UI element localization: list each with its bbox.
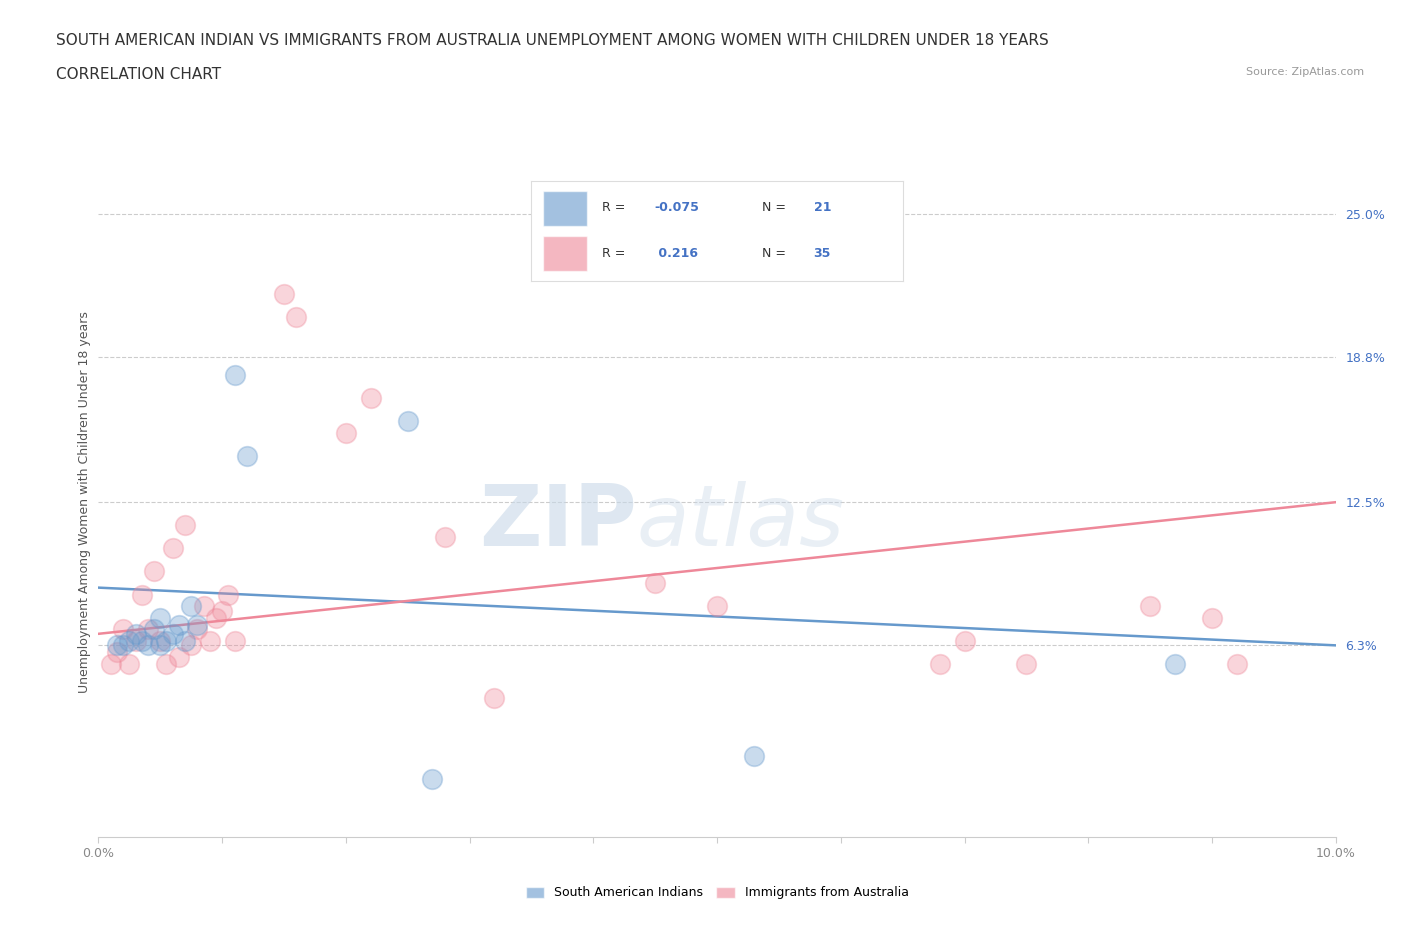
Text: CORRELATION CHART: CORRELATION CHART xyxy=(56,67,221,82)
Point xyxy=(1164,657,1187,671)
Point xyxy=(433,529,456,544)
Point xyxy=(112,638,135,653)
Point xyxy=(1226,657,1249,671)
Point xyxy=(706,599,728,614)
Point xyxy=(167,618,190,632)
Y-axis label: Unemployment Among Women with Children Under 18 years: Unemployment Among Women with Children U… xyxy=(79,312,91,693)
Point xyxy=(928,657,950,671)
Point xyxy=(136,638,159,653)
Point xyxy=(155,657,177,671)
Point xyxy=(105,644,128,659)
Point xyxy=(149,610,172,625)
Point xyxy=(112,622,135,637)
Point xyxy=(136,622,159,637)
Point xyxy=(162,627,184,642)
Point xyxy=(105,638,128,653)
Point xyxy=(396,414,419,429)
Point xyxy=(174,518,197,533)
Point xyxy=(143,622,166,637)
Point xyxy=(193,599,215,614)
Point xyxy=(1139,599,1161,614)
Point xyxy=(236,448,259,463)
Point xyxy=(162,541,184,556)
Point xyxy=(335,426,357,441)
Text: ZIP: ZIP xyxy=(479,481,637,564)
Point xyxy=(211,604,233,618)
Point xyxy=(953,633,976,648)
Text: SOUTH AMERICAN INDIAN VS IMMIGRANTS FROM AUSTRALIA UNEMPLOYMENT AMONG WOMEN WITH: SOUTH AMERICAN INDIAN VS IMMIGRANTS FROM… xyxy=(56,33,1049,47)
Point xyxy=(217,587,239,602)
Legend: South American Indians, Immigrants from Australia: South American Indians, Immigrants from … xyxy=(520,882,914,904)
Text: Source: ZipAtlas.com: Source: ZipAtlas.com xyxy=(1246,67,1364,77)
Point xyxy=(644,576,666,591)
Point xyxy=(186,618,208,632)
Point xyxy=(174,633,197,648)
Point xyxy=(167,649,190,664)
Point xyxy=(1015,657,1038,671)
Point xyxy=(742,749,765,764)
Point xyxy=(224,367,246,382)
Point xyxy=(205,610,228,625)
Text: atlas: atlas xyxy=(637,481,845,564)
Point xyxy=(186,622,208,637)
Point xyxy=(131,587,153,602)
Point xyxy=(224,633,246,648)
Point xyxy=(484,691,506,706)
Point xyxy=(149,638,172,653)
Point xyxy=(118,657,141,671)
Point xyxy=(124,627,146,642)
Point xyxy=(180,599,202,614)
Point xyxy=(180,638,202,653)
Point xyxy=(131,633,153,648)
Point xyxy=(143,564,166,578)
Point xyxy=(155,633,177,648)
Point xyxy=(100,657,122,671)
Point xyxy=(360,391,382,405)
Point xyxy=(118,633,141,648)
Point xyxy=(1201,610,1223,625)
Point xyxy=(273,287,295,302)
Point xyxy=(198,633,221,648)
Point xyxy=(124,633,146,648)
Point xyxy=(285,310,308,325)
Point xyxy=(422,772,444,787)
Point xyxy=(149,633,172,648)
